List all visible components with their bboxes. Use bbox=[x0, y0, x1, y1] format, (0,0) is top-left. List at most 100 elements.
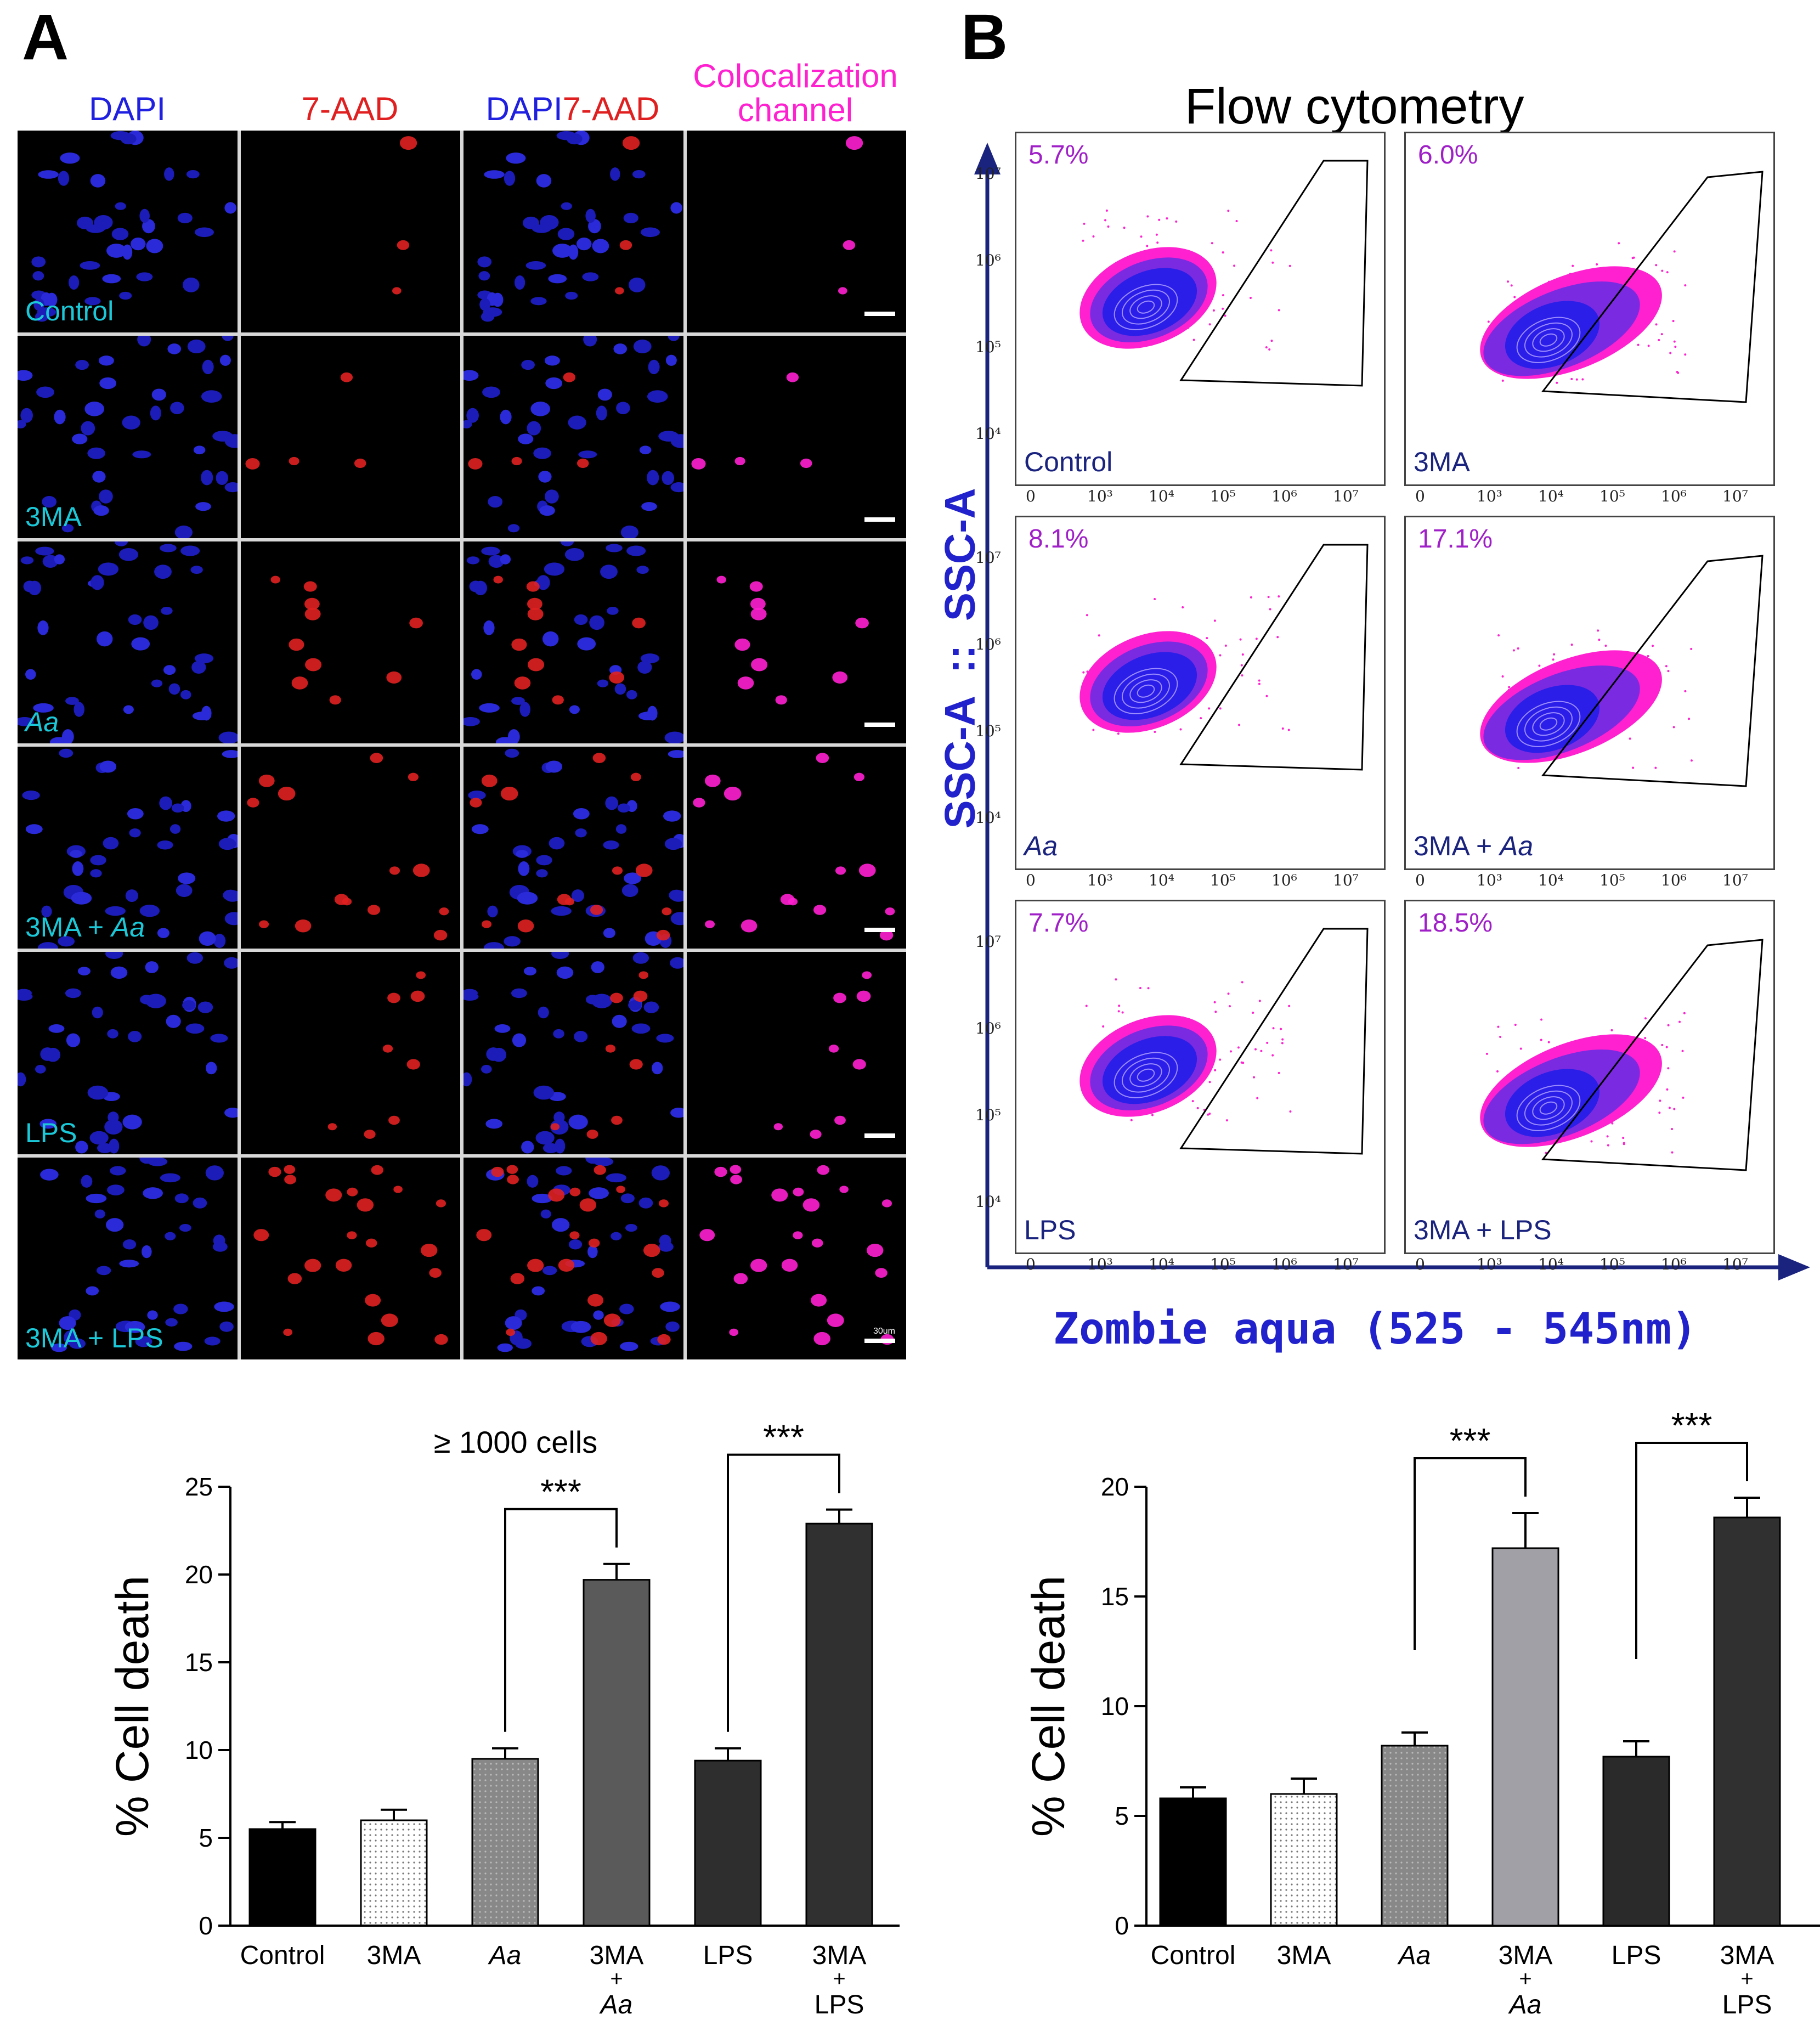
flow-x-tick: 10⁶ bbox=[1271, 487, 1297, 505]
event-dot bbox=[1661, 269, 1664, 272]
dead-nucleus bbox=[569, 1187, 581, 1197]
nucleus bbox=[507, 729, 520, 743]
nucleus bbox=[631, 1023, 651, 1034]
event-dot bbox=[1644, 1017, 1647, 1020]
scale-bar bbox=[864, 928, 895, 933]
row-label-text: 3MA bbox=[25, 501, 82, 532]
event-dot bbox=[1552, 658, 1555, 661]
dead-nucleus bbox=[528, 658, 545, 672]
nucleus bbox=[641, 502, 657, 511]
dead-nucleus bbox=[557, 894, 572, 905]
density-contour bbox=[1137, 1068, 1155, 1082]
flow-x-tick: 10⁷ bbox=[1722, 871, 1748, 889]
nucleus bbox=[77, 967, 91, 976]
event-dot bbox=[1182, 606, 1184, 609]
nucleus bbox=[659, 1234, 671, 1247]
density-core bbox=[1505, 301, 1600, 369]
dead-nucleus bbox=[481, 774, 498, 787]
nucleus bbox=[555, 1138, 566, 1154]
dead-nucleus bbox=[792, 1187, 804, 1197]
event-dot bbox=[1121, 1011, 1124, 1014]
bar bbox=[1602, 1756, 1670, 1927]
dead-nucleus bbox=[327, 1123, 337, 1131]
dead-nucleus bbox=[335, 1259, 352, 1272]
nucleus bbox=[545, 377, 563, 390]
nucleus bbox=[665, 355, 677, 366]
dead-nucleus bbox=[845, 136, 863, 150]
significance-stars: *** bbox=[763, 1418, 804, 1457]
nucleus bbox=[87, 1086, 109, 1100]
x-tick-label: 3MA bbox=[367, 1941, 421, 1970]
flow-x-tick: 10⁶ bbox=[1661, 871, 1687, 889]
nucleus bbox=[464, 370, 479, 381]
nucleus bbox=[197, 1001, 213, 1014]
nucleus bbox=[466, 408, 479, 423]
nucleus bbox=[518, 433, 534, 445]
event-dot bbox=[1082, 671, 1085, 674]
nucleus bbox=[174, 1341, 193, 1351]
nucleus bbox=[591, 961, 604, 974]
nucleus bbox=[157, 928, 169, 938]
nucleus bbox=[593, 1157, 614, 1166]
nucleus bbox=[223, 889, 238, 901]
nucleus bbox=[206, 1062, 217, 1075]
dead-nucleus bbox=[622, 136, 640, 150]
flow-x-tick: 10³ bbox=[1477, 871, 1502, 889]
nucleus bbox=[224, 202, 236, 214]
event-dot bbox=[1224, 644, 1227, 647]
micro-cell-r4-coloc bbox=[686, 952, 906, 1154]
nucleus bbox=[173, 1304, 188, 1314]
nucleus bbox=[512, 1033, 527, 1048]
nucleus bbox=[222, 750, 238, 758]
event-dot bbox=[1118, 1005, 1121, 1007]
flow-y-tick: 10⁶ bbox=[975, 1019, 1001, 1037]
nucleus bbox=[147, 1310, 158, 1320]
dead-nucleus bbox=[750, 597, 766, 610]
nucleus bbox=[670, 957, 683, 969]
flow-plot-canvas bbox=[1480, 171, 1764, 403]
event-dot bbox=[1258, 679, 1261, 682]
dead-nucleus bbox=[633, 990, 648, 1002]
micro-cell-r2-dapi: Aa bbox=[18, 541, 238, 743]
event-dot bbox=[1666, 1088, 1669, 1091]
flow-y-tick: 10⁷ bbox=[975, 165, 1001, 183]
event-dot bbox=[1158, 218, 1161, 221]
nucleus bbox=[607, 606, 619, 615]
nucleus bbox=[605, 796, 619, 810]
nucleus bbox=[504, 171, 516, 186]
event-dot bbox=[1098, 634, 1100, 637]
micro-cell-r5-dapi: 3MA + LPS bbox=[18, 1157, 238, 1359]
dead-nucleus bbox=[392, 287, 402, 295]
nucleus bbox=[471, 669, 482, 680]
nucleus bbox=[167, 343, 182, 355]
event-dot bbox=[1575, 378, 1578, 381]
flow-x-tick: 10⁷ bbox=[1722, 487, 1748, 505]
nucleus bbox=[538, 1007, 549, 1019]
flow-x-tick: 10⁴ bbox=[1149, 871, 1174, 889]
dead-nucleus bbox=[881, 1199, 892, 1207]
dead-nucleus bbox=[527, 607, 544, 620]
event-dot bbox=[1570, 377, 1573, 380]
event-dot bbox=[1671, 1128, 1674, 1131]
nucleus bbox=[582, 272, 599, 281]
dead-nucleus bbox=[750, 607, 767, 620]
bar bbox=[1270, 1793, 1338, 1927]
dead-nucleus bbox=[387, 992, 400, 1003]
nucleus bbox=[481, 1065, 492, 1074]
dead-nucleus bbox=[810, 1294, 827, 1307]
density-core bbox=[1102, 652, 1197, 720]
nucleus bbox=[110, 131, 131, 140]
dead-nucleus bbox=[858, 864, 876, 877]
nucleus bbox=[497, 1343, 513, 1352]
dead-nucleus bbox=[728, 1328, 738, 1336]
event-dot bbox=[1665, 1046, 1668, 1048]
nucleus bbox=[193, 445, 206, 455]
dead-nucleus bbox=[750, 658, 767, 672]
event-dot bbox=[1684, 353, 1687, 356]
x-tick-label-plus: + bbox=[833, 1967, 845, 1991]
nucleus bbox=[224, 482, 238, 493]
event-dot bbox=[1214, 1069, 1217, 1071]
bar-chart-left: ≥ 1000 cells 0 5 10 15 20 25 % Cell death Contro… bbox=[106, 1418, 900, 2019]
nucleus bbox=[58, 936, 75, 947]
event-dot bbox=[1258, 682, 1261, 685]
